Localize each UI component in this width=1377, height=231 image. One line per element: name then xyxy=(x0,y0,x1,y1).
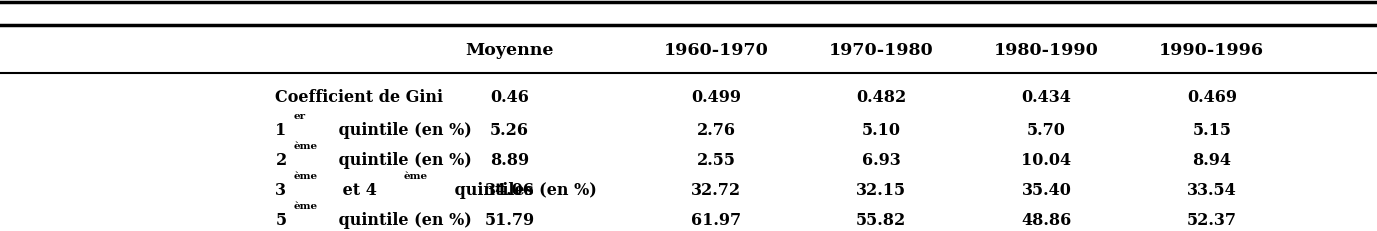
Text: 35.40: 35.40 xyxy=(1022,182,1071,199)
Text: 1990-1996: 1990-1996 xyxy=(1159,42,1264,59)
Text: 48.86: 48.86 xyxy=(1022,212,1071,229)
Text: 1980-1990: 1980-1990 xyxy=(994,42,1099,59)
Text: 3: 3 xyxy=(275,182,286,199)
Text: 32.72: 32.72 xyxy=(691,182,741,199)
Text: quintiles (en %): quintiles (en %) xyxy=(449,182,596,199)
Text: 0.499: 0.499 xyxy=(691,89,741,106)
Text: 33.54: 33.54 xyxy=(1187,182,1237,199)
Text: ème: ème xyxy=(293,172,318,181)
Text: 5.15: 5.15 xyxy=(1192,122,1231,139)
Text: er: er xyxy=(293,112,306,121)
Text: 2: 2 xyxy=(275,152,286,169)
Text: 5.70: 5.70 xyxy=(1027,122,1066,139)
Text: 51.79: 51.79 xyxy=(485,212,534,229)
Text: 32.15: 32.15 xyxy=(856,182,906,199)
Text: 6.93: 6.93 xyxy=(862,152,901,169)
Text: 1960-1970: 1960-1970 xyxy=(664,42,768,59)
Text: 8.89: 8.89 xyxy=(490,152,529,169)
Text: 34.06: 34.06 xyxy=(485,182,534,199)
Text: et 4: et 4 xyxy=(337,182,377,199)
Text: 5.10: 5.10 xyxy=(862,122,901,139)
Text: 8.94: 8.94 xyxy=(1192,152,1231,169)
Text: 0.46: 0.46 xyxy=(490,89,529,106)
Text: ème: ème xyxy=(293,142,318,151)
Text: 0.469: 0.469 xyxy=(1187,89,1237,106)
Text: quintile (en %): quintile (en %) xyxy=(333,152,472,169)
Text: 5.26: 5.26 xyxy=(490,122,529,139)
Text: 2.76: 2.76 xyxy=(697,122,735,139)
Text: Moyenne: Moyenne xyxy=(465,42,554,59)
Text: Coefficient de Gini: Coefficient de Gini xyxy=(275,89,443,106)
Text: 5: 5 xyxy=(275,212,286,229)
Text: 55.82: 55.82 xyxy=(856,212,906,229)
Text: 10.04: 10.04 xyxy=(1022,152,1071,169)
Text: 0.434: 0.434 xyxy=(1022,89,1071,106)
Text: quintile (en %): quintile (en %) xyxy=(333,122,472,139)
Text: 52.37: 52.37 xyxy=(1187,212,1237,229)
Text: 61.97: 61.97 xyxy=(691,212,741,229)
Text: ème: ème xyxy=(403,172,428,181)
Text: ème: ème xyxy=(293,202,318,211)
Text: quintile (en %): quintile (en %) xyxy=(333,212,472,229)
Text: 2.55: 2.55 xyxy=(697,152,735,169)
Text: 0.482: 0.482 xyxy=(856,89,906,106)
Text: 1: 1 xyxy=(275,122,286,139)
Text: 1970-1980: 1970-1980 xyxy=(829,42,934,59)
